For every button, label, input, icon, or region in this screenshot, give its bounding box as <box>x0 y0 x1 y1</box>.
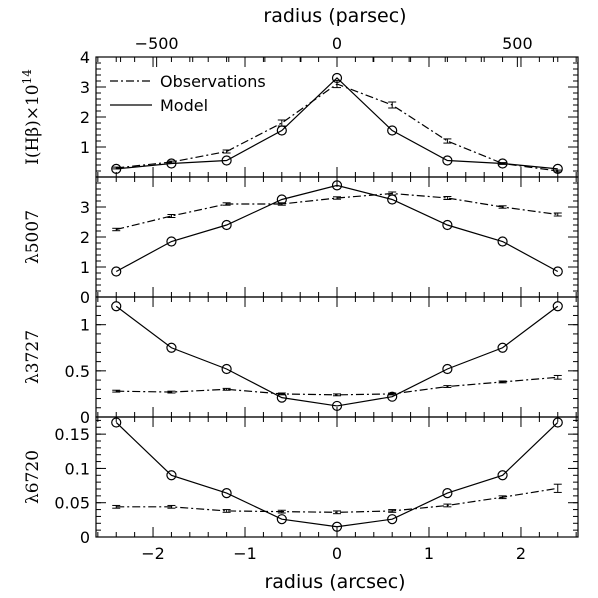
model-point <box>111 301 122 312</box>
x-tick-label-bottom: 0 <box>332 544 342 563</box>
model-point <box>442 488 453 499</box>
top-x-axis-title: radius (parsec) <box>263 5 406 27</box>
panel-frame <box>95 176 579 298</box>
legend-observations-label: Observations <box>160 72 266 91</box>
model-series-line <box>115 184 559 273</box>
model-point <box>387 514 398 525</box>
model-point <box>552 417 563 428</box>
model-point <box>276 514 287 525</box>
y-tick-label: 1 <box>80 138 90 157</box>
x-tick-label-bottom: −2 <box>141 544 165 563</box>
model-point <box>166 342 177 353</box>
model-point <box>166 158 177 169</box>
y-axis-title: λ3727 <box>23 330 43 384</box>
y-tick-label: 0 <box>80 288 90 307</box>
model-point <box>442 219 453 231</box>
observations-series-line <box>116 487 558 513</box>
y-tick-label: 3 <box>80 198 90 217</box>
legend-model-label: Model <box>160 96 208 115</box>
model-point <box>221 363 232 375</box>
model-series-line <box>115 422 559 528</box>
model-series-line <box>115 305 559 407</box>
model-point <box>166 236 177 247</box>
model-point <box>552 301 563 312</box>
y-tick-label: 1 <box>80 258 90 277</box>
observations-series-line <box>116 376 558 396</box>
model-point <box>387 194 398 205</box>
model-point <box>497 470 508 481</box>
model-point <box>221 155 232 166</box>
model-point <box>221 219 232 231</box>
model-series-line <box>116 77 558 170</box>
y-tick-label: 3 <box>80 78 90 97</box>
y-axis-title: I(Hβ)×1014 <box>20 69 43 165</box>
model-point <box>276 125 287 136</box>
y-tick-label: 4 <box>80 48 90 67</box>
model-point <box>111 417 122 428</box>
model-point <box>276 194 287 205</box>
model-point <box>552 266 563 277</box>
y-tick-label: 1 <box>80 316 90 335</box>
x-tick-label-bottom: 1 <box>424 544 434 563</box>
y-tick-label: 0.5 <box>65 362 90 381</box>
y-tick-label: 0 <box>80 408 90 427</box>
y-tick-label: 0 <box>80 528 90 547</box>
y-tick-label: 0.1 <box>65 459 90 478</box>
model-point <box>331 521 343 532</box>
model-point <box>276 392 287 403</box>
model-point <box>331 400 343 412</box>
model-point <box>331 72 343 84</box>
model-point <box>387 391 398 402</box>
y-tick-label: 0.05 <box>54 494 90 513</box>
y-axis-title-exponent: 14 <box>20 69 34 85</box>
bottom-x-axis-title: radius (arcsec) <box>264 571 405 593</box>
panels-group: 1 2 3 4 I(Hβ)×1014 0 1 2 3 λ5007 0 0.5 1 λ3727 0 0.05 0.… <box>20 34 579 563</box>
model-point <box>387 125 398 136</box>
model-point <box>497 158 508 169</box>
model-point <box>497 236 508 247</box>
y-tick-label: 0.15 <box>54 425 90 444</box>
model-point <box>221 488 232 499</box>
y-tick-label: 2 <box>80 108 90 127</box>
model-point <box>166 470 177 481</box>
model-point <box>111 266 122 277</box>
x-tick-label-bottom: 2 <box>516 544 526 563</box>
x-tick-label-top: −500 <box>135 34 179 53</box>
x-tick-label-top: 500 <box>502 34 533 53</box>
model-point <box>111 163 122 174</box>
panel-frame <box>95 296 579 418</box>
panel-frame <box>95 416 579 538</box>
model-point <box>442 363 453 375</box>
x-tick-label-top: 0 <box>332 34 342 53</box>
model-point <box>331 180 343 191</box>
y-axis-title: λ5007 <box>23 210 43 264</box>
y-axis-title: λ6720 <box>23 450 43 504</box>
model-point <box>552 163 563 174</box>
x-tick-label-bottom: −1 <box>233 544 257 563</box>
y-tick-label: 2 <box>80 228 90 247</box>
model-point <box>442 155 453 166</box>
model-point <box>497 342 508 353</box>
